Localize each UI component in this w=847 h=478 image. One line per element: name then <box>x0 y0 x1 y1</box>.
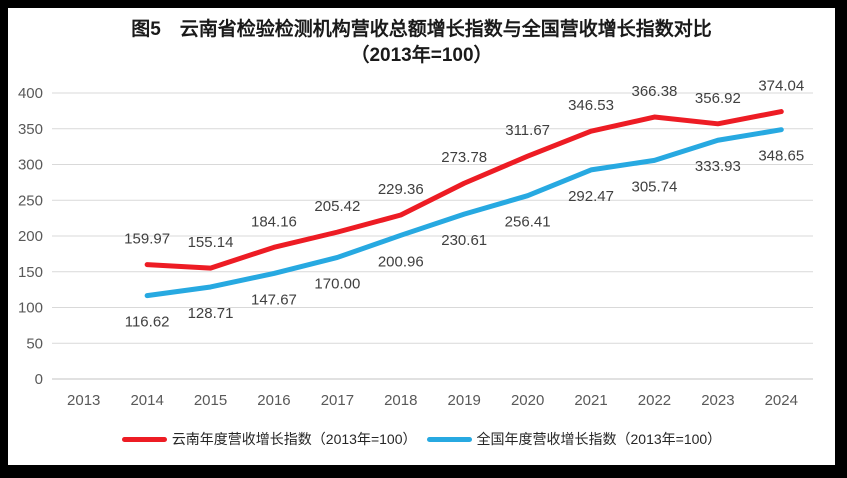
data-label: 305.74 <box>632 178 678 195</box>
chart-legend: 云南年度营收增长指数（2013年=100） 全国年度营收增长指数（2013年=1… <box>8 429 835 449</box>
legend-entry-national: 全国年度营收增长指数（2013年=100） <box>426 429 722 449</box>
data-label: 159.97 <box>124 231 170 248</box>
y-tick-label: 50 <box>26 335 43 352</box>
x-tick-label: 2013 <box>67 392 100 409</box>
data-label: 333.93 <box>695 158 741 175</box>
line-chart-plot-area: 0 50 100 150 200 250 300 350 400 2013 2014 2015 2016… <box>18 78 813 409</box>
data-label: 366.38 <box>632 83 678 100</box>
data-label: 229.36 <box>378 181 424 198</box>
data-label: 155.14 <box>188 234 234 251</box>
data-label: 256.41 <box>505 214 551 231</box>
x-tick-label: 2014 <box>130 392 163 409</box>
x-tick-label: 2023 <box>701 392 734 409</box>
y-tick-label: 100 <box>18 300 43 317</box>
x-tick-label: 2017 <box>321 392 354 409</box>
legend-label-yunnan: 云南年度营收增长指数（2013年=100） <box>171 431 417 447</box>
chart-title: 图5 云南省检验检测机构营收总额增长指数与全国营收增长指数对比 （2013年=1… <box>8 17 835 69</box>
y-tick-label: 400 <box>18 85 43 102</box>
data-label: 205.42 <box>314 198 360 215</box>
data-label: 116.62 <box>125 314 170 331</box>
data-label: 147.67 <box>251 291 297 308</box>
chart-panel: 0 50 100 150 200 250 300 350 400 2013 2014 2015 2016… <box>8 8 835 465</box>
data-label: 230.61 <box>441 232 487 249</box>
data-label: 356.92 <box>695 90 741 107</box>
x-tick-label: 2015 <box>194 392 227 409</box>
y-tick-label: 0 <box>35 371 43 388</box>
legend-label-national: 全国年度营收增长指数（2013年=100） <box>476 431 722 447</box>
x-tick-label: 2018 <box>384 392 417 409</box>
y-tick-label: 300 <box>18 157 43 174</box>
data-label: 184.16 <box>251 213 297 230</box>
x-tick-label: 2022 <box>638 392 671 409</box>
data-label: 311.67 <box>505 122 550 139</box>
x-tick-label: 2021 <box>574 392 607 409</box>
legend-entry-yunnan: 云南年度营收增长指数（2013年=100） <box>121 429 417 449</box>
data-label: 348.65 <box>758 148 804 165</box>
series-line-0 <box>144 109 784 271</box>
y-tick-label: 250 <box>18 192 43 209</box>
data-label: 200.96 <box>378 253 424 270</box>
legend-line-swatch-yunnan <box>121 436 167 442</box>
data-label: 346.53 <box>568 97 614 114</box>
x-tick-label: 2019 <box>448 392 481 409</box>
x-tick-label: 2016 <box>257 392 290 409</box>
data-label: 128.71 <box>188 305 234 322</box>
x-tick-label: 2024 <box>765 392 798 409</box>
chart-title-line2: （2013年=100） <box>350 45 493 66</box>
data-label: 170.00 <box>314 275 360 292</box>
series-line-1 <box>144 127 784 299</box>
data-label: 292.47 <box>568 188 614 205</box>
y-tick-label: 350 <box>18 121 43 138</box>
data-label: 374.04 <box>758 78 804 95</box>
y-tick-label: 150 <box>18 264 43 281</box>
data-label: 273.78 <box>441 149 487 166</box>
chart-title-line1: 图5 云南省检验检测机构营收总额增长指数与全国营收增长指数对比 <box>131 19 712 40</box>
x-tick-label: 2020 <box>511 392 544 409</box>
y-tick-label: 200 <box>18 228 43 245</box>
legend-line-swatch-national <box>426 436 472 442</box>
